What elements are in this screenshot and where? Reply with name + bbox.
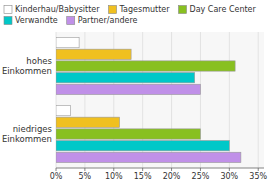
chart: Kinderhau/Babysitter Tagesmutter Day Care …: [0, 0, 274, 184]
tick-mark: [56, 168, 57, 171]
tick-mark: [171, 168, 172, 171]
legend-label: Partner/andere: [78, 16, 138, 25]
legend-swatch: [4, 17, 12, 25]
chart-container: Kinderhau/Babysitter Tagesmutter Day Care …: [0, 0, 274, 184]
bar: [56, 141, 229, 151]
bar: [56, 105, 70, 115]
category-label: niedrigesEinkommen: [2, 124, 53, 144]
bar: [56, 61, 235, 71]
legend-label: Day Care Center: [190, 5, 257, 14]
legend: Kinderhau/Babysitter Tagesmutter Day Care …: [4, 5, 257, 25]
tick-label: 25%: [192, 172, 210, 181]
tick-mark: [142, 168, 143, 171]
grid-line: [258, 32, 259, 168]
legend-label: Tagesmutter: [119, 5, 171, 14]
tick-label: 20%: [163, 172, 181, 181]
legend-label: Kinderhau/Babysitter: [15, 5, 100, 14]
bar: [56, 152, 241, 162]
bar: [56, 49, 131, 59]
legend-item: Verwandte: [4, 16, 58, 25]
legend-swatch: [179, 6, 187, 14]
x-axis: 0% 5% 10% 15% 20% 25% 30% 35%: [50, 168, 268, 181]
legend-item: Day Care Center: [179, 5, 257, 14]
tick-label: 35%: [249, 172, 267, 181]
bar: [56, 37, 79, 47]
legend-item: Partner/andere: [67, 16, 138, 25]
plot-background: [56, 32, 264, 168]
legend-swatch: [67, 17, 75, 25]
tick-mark: [113, 168, 114, 171]
tick-label: 10%: [105, 172, 123, 181]
tick-mark: [229, 168, 230, 171]
legend-label: Verwandte: [15, 16, 58, 25]
bar: [56, 129, 200, 139]
tick-label: 0%: [50, 172, 63, 181]
tick-label: 15%: [134, 172, 152, 181]
tick-mark: [200, 168, 201, 171]
y-axis: niedrigesEinkommen hohesEinkommen: [2, 56, 53, 144]
x-axis-line: [56, 168, 264, 169]
bar: [56, 84, 200, 94]
tick-label: 30%: [220, 172, 238, 181]
bar: [56, 117, 120, 127]
tick-mark: [258, 168, 259, 171]
legend-swatch: [109, 6, 117, 14]
bars: [56, 37, 241, 162]
tick-mark: [84, 168, 85, 171]
tick-label: 5%: [79, 172, 92, 181]
bar: [56, 73, 195, 83]
legend-swatch: [4, 6, 12, 14]
category-label: hohesEinkommen: [2, 56, 53, 76]
legend-item: Tagesmutter: [109, 5, 171, 14]
grid: [56, 32, 258, 168]
legend-item: Kinderhau/Babysitter: [4, 5, 100, 14]
